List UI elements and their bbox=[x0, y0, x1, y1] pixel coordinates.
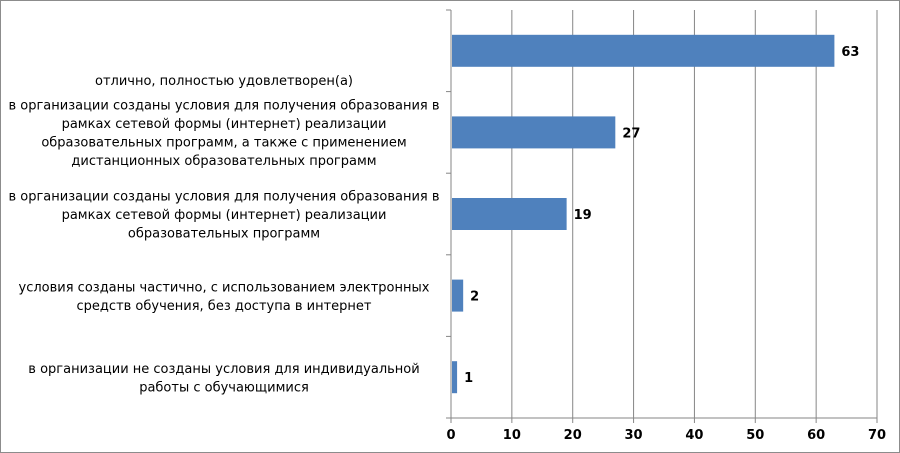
data-label: 2 bbox=[470, 290, 479, 305]
category-label: отлично, полностью удовлетворен(а) bbox=[95, 74, 353, 89]
x-tick-label: 50 bbox=[746, 428, 764, 443]
category-label-line: образовательных программ, а также с прим… bbox=[41, 136, 406, 151]
gridlines bbox=[446, 9, 878, 423]
x-tick-label: 60 bbox=[807, 428, 825, 443]
category-label: в организации созданы условия для получе… bbox=[8, 190, 439, 242]
category-label-line: дистанционных образовательных программ bbox=[71, 154, 376, 169]
x-tick-label: 30 bbox=[625, 428, 643, 443]
category-label-line: отлично, полностью удовлетворен(а) bbox=[95, 74, 353, 89]
category-label-line: условия созданы частично, с использовани… bbox=[19, 280, 430, 295]
category-label-line: в организации созданы условия для получе… bbox=[8, 99, 439, 114]
category-label-line: в организации не созданы условия для инд… bbox=[28, 362, 419, 377]
x-tick-label: 70 bbox=[868, 428, 886, 443]
x-tick-label: 0 bbox=[446, 428, 455, 443]
category-label: в организации не созданы условия для инд… bbox=[28, 362, 419, 396]
category-label-line: средств обучения, без доступа в интернет bbox=[77, 299, 372, 314]
labels: 0 10 20 30 40 50 60 70 63 отлично, полностью удов… bbox=[8, 45, 886, 443]
category-label: условия созданы частично, с использовани… bbox=[19, 280, 430, 314]
data-label: 19 bbox=[574, 208, 592, 223]
category-label: в организации созданы условия для получе… bbox=[8, 99, 439, 169]
bar bbox=[452, 361, 458, 394]
bar bbox=[452, 198, 567, 230]
data-label: 27 bbox=[622, 126, 640, 141]
category-label-line: рамках сетевой формы (интернет) реализац… bbox=[62, 117, 387, 132]
bar bbox=[452, 279, 464, 312]
category-label-line: образовательных программ bbox=[128, 227, 320, 242]
category-label-line: рамках сетевой формы (интернет) реализац… bbox=[62, 208, 387, 223]
data-label: 1 bbox=[464, 371, 473, 386]
x-tick-label: 10 bbox=[503, 428, 521, 443]
bar bbox=[452, 34, 835, 67]
x-tick-label: 20 bbox=[564, 428, 582, 443]
x-tick-label: 40 bbox=[685, 428, 703, 443]
category-label-line: работы с обучающимися bbox=[139, 380, 309, 395]
bar bbox=[452, 116, 616, 149]
data-label: 63 bbox=[841, 45, 859, 60]
category-label-line: в организации созданы условия для получе… bbox=[8, 190, 439, 205]
bars bbox=[452, 34, 835, 394]
